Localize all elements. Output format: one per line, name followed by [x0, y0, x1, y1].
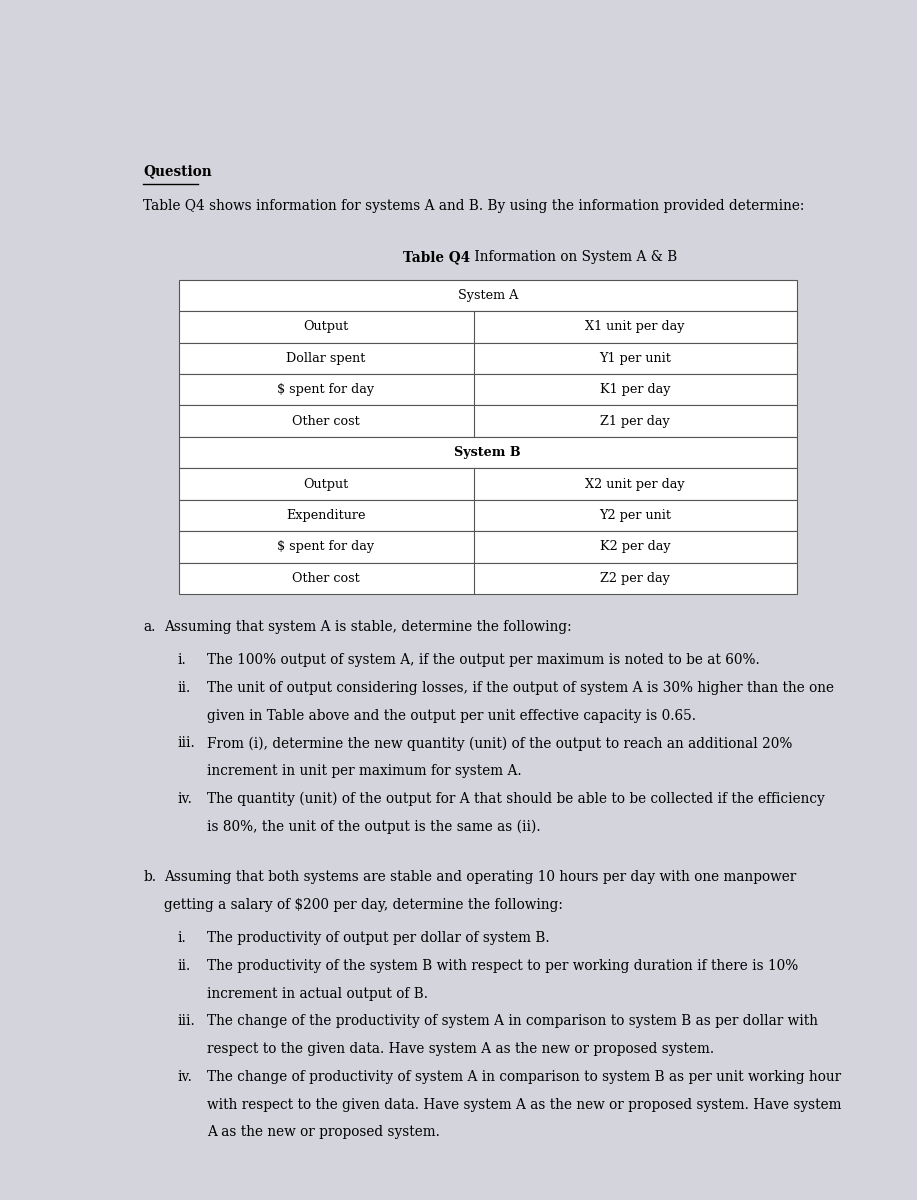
- Text: A as the new or proposed system.: A as the new or proposed system.: [207, 1126, 440, 1139]
- Text: iii.: iii.: [177, 737, 195, 750]
- Text: $ spent for day: $ spent for day: [278, 540, 375, 553]
- Text: X2 unit per day: X2 unit per day: [585, 478, 685, 491]
- Text: iv.: iv.: [177, 792, 192, 805]
- Text: Y2 per unit: Y2 per unit: [599, 509, 671, 522]
- Text: iv.: iv.: [177, 1070, 192, 1084]
- Text: Output: Output: [304, 320, 348, 334]
- Text: Other cost: Other cost: [293, 415, 360, 427]
- Text: ii.: ii.: [177, 959, 191, 973]
- Text: Information on System A & B: Information on System A & B: [470, 251, 678, 264]
- Text: a.: a.: [143, 620, 155, 634]
- Text: $ spent for day: $ spent for day: [278, 383, 375, 396]
- Bar: [179, 532, 797, 563]
- Text: Z1 per day: Z1 per day: [601, 415, 670, 427]
- Text: b.: b.: [143, 870, 156, 884]
- Text: Z2 per day: Z2 per day: [601, 571, 670, 584]
- Text: Assuming that system A is stable, determine the following:: Assuming that system A is stable, determ…: [164, 620, 572, 634]
- Text: with respect to the given data. Have system A as the new or proposed system. Hav: with respect to the given data. Have sys…: [207, 1098, 842, 1111]
- Text: Assuming that both systems are stable and operating 10 hours per day with one ma: Assuming that both systems are stable an…: [164, 870, 797, 884]
- Text: From (i), determine the new quantity (unit) of the output to reach an additional: From (i), determine the new quantity (un…: [207, 737, 792, 751]
- Bar: [179, 499, 797, 532]
- Text: Y1 per unit: Y1 per unit: [599, 352, 671, 365]
- Text: is 80%, the unit of the output is the same as (ii).: is 80%, the unit of the output is the sa…: [207, 820, 541, 834]
- Bar: [179, 468, 797, 499]
- Bar: [179, 374, 797, 406]
- Text: iii.: iii.: [177, 1014, 195, 1028]
- Text: Table Q4: Table Q4: [403, 251, 470, 264]
- Bar: [179, 343, 797, 374]
- Text: Dollar spent: Dollar spent: [286, 352, 366, 365]
- Text: The change of productivity of system A in comparison to system B as per unit wor: The change of productivity of system A i…: [207, 1070, 841, 1084]
- Text: given in Table above and the output per unit effective capacity is 0.65.: given in Table above and the output per …: [207, 708, 696, 722]
- Text: System B: System B: [455, 446, 521, 460]
- Text: The productivity of output per dollar of system B.: The productivity of output per dollar of…: [207, 931, 549, 946]
- Text: The unit of output considering losses, if the output of system A is 30% higher t: The unit of output considering losses, i…: [207, 680, 834, 695]
- Text: i.: i.: [177, 653, 186, 667]
- Text: increment in actual output of B.: increment in actual output of B.: [207, 986, 428, 1001]
- Text: K1 per day: K1 per day: [600, 383, 670, 396]
- Text: Question: Question: [143, 164, 212, 179]
- Text: Output: Output: [304, 478, 348, 491]
- Text: ii.: ii.: [177, 680, 191, 695]
- Text: increment in unit per maximum for system A.: increment in unit per maximum for system…: [207, 764, 522, 778]
- Text: The 100% output of system A, if the output per maximum is noted to be at 60%.: The 100% output of system A, if the outp…: [207, 653, 760, 667]
- Bar: [179, 280, 797, 311]
- Text: Other cost: Other cost: [293, 571, 360, 584]
- Bar: [179, 437, 797, 468]
- Bar: [179, 311, 797, 343]
- Text: Expenditure: Expenditure: [286, 509, 366, 522]
- Text: i.: i.: [177, 931, 186, 946]
- Text: X1 unit per day: X1 unit per day: [585, 320, 685, 334]
- Text: getting a salary of $200 per day, determine the following:: getting a salary of $200 per day, determ…: [164, 898, 563, 912]
- Text: K2 per day: K2 per day: [600, 540, 670, 553]
- Text: Table Q4 shows information for systems A and B. By using the information provide: Table Q4 shows information for systems A…: [143, 199, 804, 214]
- Text: The quantity (unit) of the output for A that should be able to be collected if t: The quantity (unit) of the output for A …: [207, 792, 824, 806]
- Text: System A: System A: [458, 289, 518, 302]
- Bar: [179, 406, 797, 437]
- Text: The change of the productivity of system A in comparison to system B as per doll: The change of the productivity of system…: [207, 1014, 818, 1028]
- Bar: [179, 563, 797, 594]
- Text: respect to the given data. Have system A as the new or proposed system.: respect to the given data. Have system A…: [207, 1042, 714, 1056]
- Text: The productivity of the system B with respect to per working duration if there i: The productivity of the system B with re…: [207, 959, 799, 973]
